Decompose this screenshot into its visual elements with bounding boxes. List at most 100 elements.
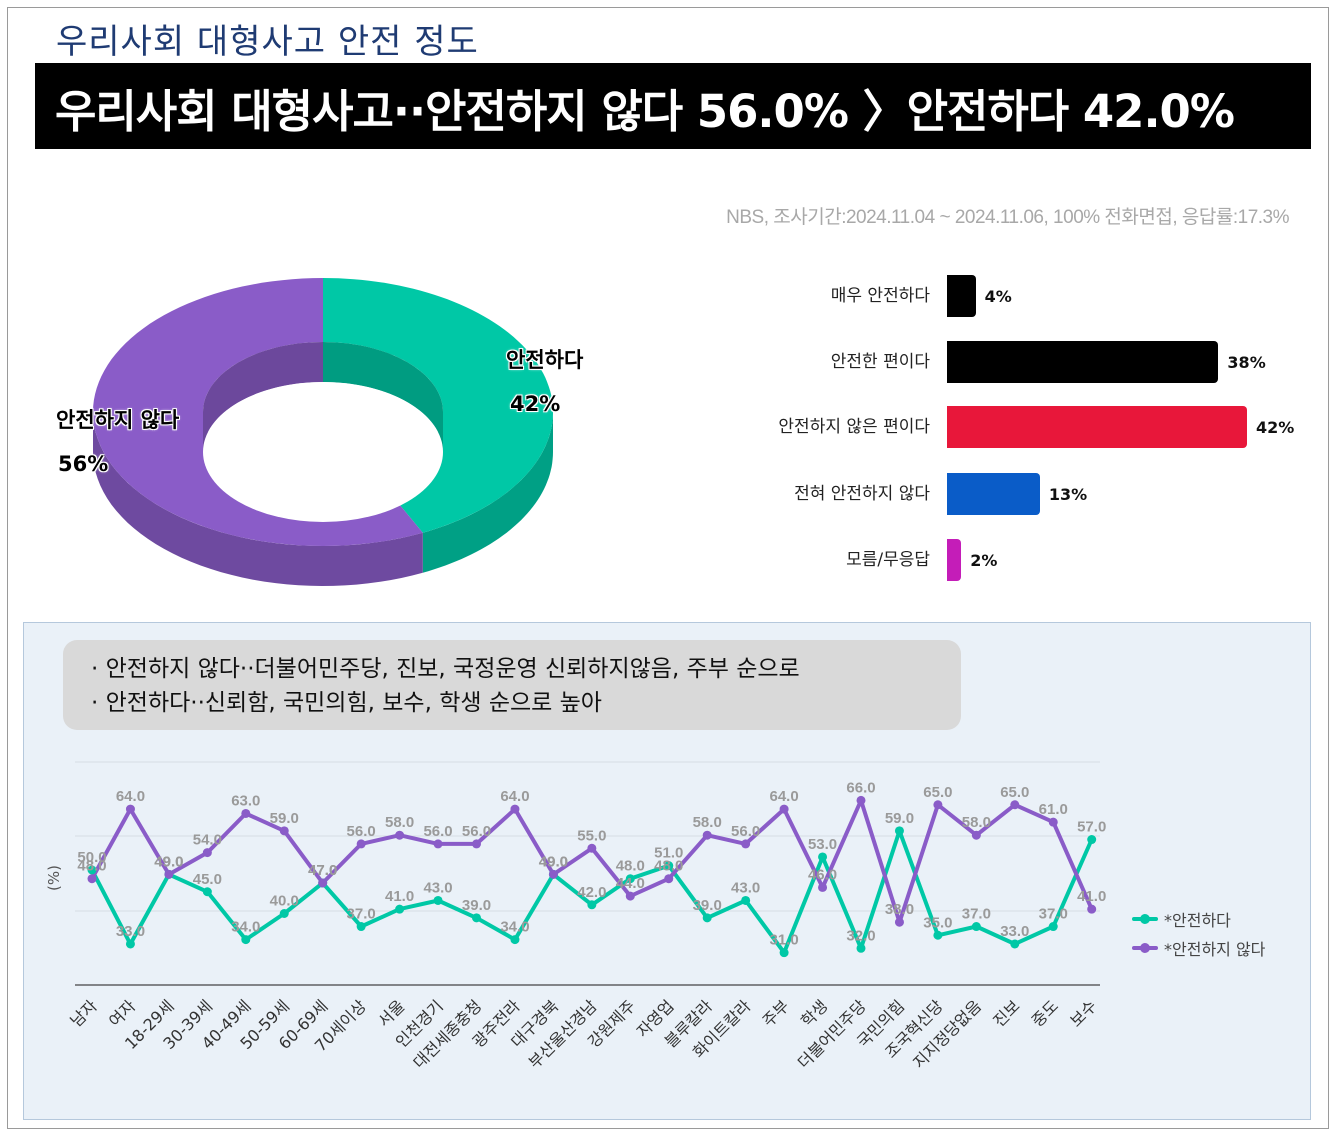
series-1-point: [664, 874, 674, 884]
donut-chart: [93, 278, 553, 586]
series-0-data-label: 59.0: [885, 810, 914, 827]
series-1-point: [587, 843, 597, 853]
bar-value-label: 42%: [1256, 418, 1295, 437]
x-tick-label: 중도: [1028, 996, 1062, 1030]
bar-row: 안전한 편이다 38%: [760, 337, 1320, 387]
bar-somewhat-safe: [947, 341, 1219, 383]
y-axis-label: (%): [45, 865, 63, 891]
bar-somewhat-unsafe: [947, 406, 1247, 448]
series-1-point: [356, 839, 366, 849]
series-0-data-label: 33.0: [116, 923, 145, 940]
series-0-data-label: 48.0: [616, 858, 645, 875]
donut-label-safe: 안전하다: [506, 348, 584, 372]
legend-label-unsafe: *안전하지 않다: [1164, 940, 1266, 959]
bar-category-label: 전혀 안전하지 않다: [794, 484, 930, 504]
series-1-point: [318, 878, 328, 888]
series-1-data-label: 56.0: [731, 823, 760, 840]
donut-slice-0: [323, 278, 553, 533]
series-1-point: [741, 839, 751, 849]
donut-inner-wall-1-1: [203, 342, 323, 452]
series-1-data-label: 58.0: [385, 814, 414, 831]
page-frame: [7, 7, 1329, 1129]
legend-item-safe: *안전하다: [1132, 907, 1231, 931]
series-0-point: [971, 922, 981, 932]
series-1-point: [702, 830, 712, 840]
bar-row: 모름/무응답 2%: [760, 535, 1320, 585]
series-1-data-label: 64.0: [500, 788, 529, 805]
series-0-data-label: 39.0: [462, 897, 491, 914]
legend-item-unsafe: *안전하지 않다: [1132, 936, 1265, 960]
series-0-data-label: 45.0: [193, 871, 222, 888]
series-1-data-label: 47.0: [308, 862, 337, 879]
bar-not-safe-at-all: [947, 473, 1040, 515]
donut-hole: [203, 382, 443, 522]
series-0-point: [87, 865, 97, 875]
summary-note-unsafe: · 안전하지 않다··더불어민주당, 진보, 국정운영 신뢰하지않음, 주부 순…: [91, 656, 800, 682]
series-0-point: [1087, 835, 1097, 845]
series-1-point: [472, 839, 481, 849]
bar-row: 전혀 안전하지 않다 13%: [760, 469, 1320, 519]
series-1-point: [971, 830, 981, 840]
series-1-point: [818, 882, 828, 892]
bar-category-label: 모름/무응답: [846, 550, 930, 570]
series-1-data-label: 54.0: [193, 832, 222, 849]
series-0-data-label: 40.0: [270, 893, 299, 910]
series-0-data-label: 43.0: [731, 879, 760, 896]
series-0-data-label: 34.0: [500, 919, 529, 936]
series-0-point: [1048, 922, 1058, 932]
legend-label-safe: *안전하다: [1164, 911, 1231, 930]
summary-notes: · 안전하지 않다··더불어민주당, 진보, 국정운영 신뢰하지않음, 주부 순…: [63, 640, 961, 730]
series-1-point: [933, 800, 943, 810]
bar-row: 안전하지 않은 편이다 42%: [760, 402, 1320, 452]
series-0-data-label: 37.0: [347, 906, 376, 923]
series-1-data-label: 46.0: [808, 866, 837, 883]
series-1-point: [1048, 817, 1058, 827]
bar-value-label: 38%: [1227, 353, 1266, 372]
series-0-data-label: 50.0: [77, 849, 106, 866]
summary-note-safe: · 안전하다··신뢰함, 국민의힘, 보수, 학생 순으로 높아: [91, 690, 602, 716]
series-1-point: [164, 869, 174, 879]
series-1-point: [548, 869, 558, 879]
series-1-data-label: 48.0: [654, 858, 683, 875]
series-1-data-label: 64.0: [769, 788, 798, 805]
series-0-point: [472, 913, 481, 923]
donut-label-unsafe: 안전하지 않다: [56, 408, 180, 432]
series-1-data-label: 38.0: [885, 901, 914, 918]
series-1-point: [125, 804, 135, 814]
series-1-point: [625, 891, 635, 901]
series-0-data-label: 39.0: [693, 897, 722, 914]
series-0-point: [741, 895, 751, 905]
series-1-data-label: 66.0: [846, 779, 875, 796]
bar-value-label: 4%: [984, 287, 1012, 306]
donut-side-0: [422, 412, 553, 573]
series-0-data-label: 49.0: [539, 853, 568, 870]
series-0-point: [356, 922, 366, 932]
bar-value-label: 2%: [970, 551, 998, 570]
bar-category-label: 안전한 편이다: [830, 352, 930, 372]
bar-dont-know: [947, 539, 962, 581]
series-1-point: [241, 808, 251, 818]
series-0-point: [395, 904, 405, 914]
series-0-point: [433, 895, 443, 905]
series-0-point: [702, 913, 712, 923]
series-1-data-label: 56.0: [347, 823, 376, 840]
series-0-data-label: 53.0: [808, 836, 837, 853]
series-0-data-label: 49.0: [154, 853, 183, 870]
series-0-data-label: 41.0: [385, 888, 414, 905]
series-1-point: [510, 804, 520, 814]
series-1-data-label: 61.0: [1039, 801, 1068, 818]
bar-very-safe: [947, 275, 976, 317]
series-0-point: [1010, 939, 1020, 949]
series-0-data-label: 34.0: [231, 919, 260, 936]
bar-value-label: 13%: [1048, 485, 1088, 504]
series-1-data-label: 65.0: [1000, 784, 1029, 801]
series-0-data-label: 32.0: [846, 927, 875, 944]
series-1-point: [856, 795, 866, 805]
series-0-point: [125, 939, 135, 949]
series-0-point: [779, 948, 789, 958]
series-0-data-label: 31.0: [769, 932, 798, 949]
series-0-data-label: 33.0: [1000, 923, 1029, 940]
series-0-point: [510, 935, 520, 945]
series-0-point: [279, 909, 289, 918]
series-0-point: [818, 852, 828, 862]
